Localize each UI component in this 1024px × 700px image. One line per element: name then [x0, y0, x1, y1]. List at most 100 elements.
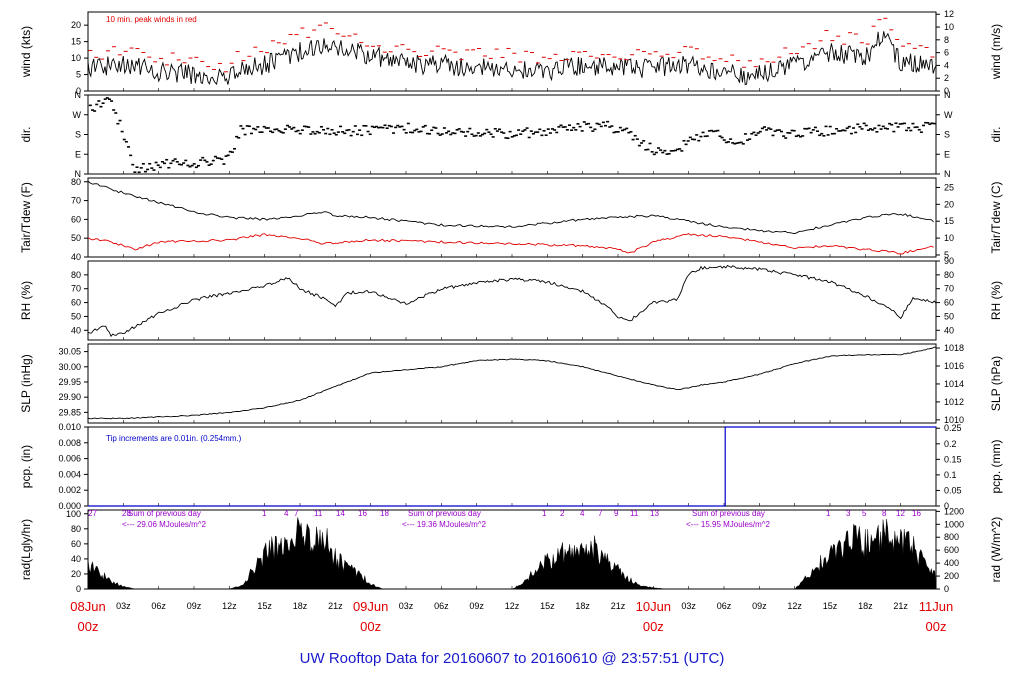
precip-annotation: Tip increments are 0.01in. (0.254mm.) — [106, 434, 242, 443]
wind-direction-point — [406, 122, 410, 125]
time-axis-label: 03z — [116, 601, 131, 611]
wind-direction-point — [676, 148, 680, 151]
wind-direction-point — [445, 132, 449, 134]
wind-direction-point — [769, 128, 773, 131]
wind-direction-point — [862, 122, 866, 125]
wind-direction-point — [377, 126, 381, 129]
wind-direction-point — [784, 137, 788, 139]
y-tick-label-right-rad: 400 — [944, 558, 959, 568]
wind-direction-point — [239, 125, 243, 127]
radiation-hour-digit: 12 — [896, 509, 905, 518]
wind-direction-point — [216, 157, 220, 159]
wind-direction-point — [748, 138, 752, 140]
wind-direction-point — [112, 109, 116, 111]
date-time-label: 00z — [643, 619, 664, 634]
y-tick-label-left-pcp: 0.004 — [58, 469, 81, 479]
y-axis-title-left-slp: SLP (inHg) — [19, 354, 33, 412]
wind-direction-point — [644, 148, 648, 151]
wind-direction-point — [930, 122, 934, 125]
wind-direction-point — [816, 130, 820, 133]
y-axis-title-left-rh: RH (%) — [19, 281, 33, 320]
wind-direction-point — [389, 125, 393, 128]
time-axis-label: 21z — [328, 601, 343, 611]
wind-direction-point — [258, 131, 262, 133]
y-axis-title-right-dir: dir. — [989, 126, 1003, 142]
wind-direction-point — [188, 165, 192, 168]
y-tick-label-right-pcp: 0.15 — [944, 454, 962, 464]
wind-direction-point — [336, 131, 340, 133]
y-axis-title-left-dir: dir. — [19, 126, 33, 142]
radiation-hour-digit: 1 — [826, 509, 831, 518]
wind-direction-point — [852, 127, 856, 129]
wind-direction-point — [567, 124, 571, 126]
wind-direction-point — [587, 122, 591, 125]
wind-direction-point — [319, 125, 323, 128]
wind-direction-point — [538, 128, 542, 131]
wind-direction-point — [595, 122, 599, 125]
wind-direction-point — [695, 134, 699, 136]
wind-direction-point — [618, 126, 622, 129]
wind-direction-point — [756, 132, 760, 134]
time-axis-label: 09z — [752, 601, 767, 611]
wind-direction-point — [93, 110, 97, 112]
wind-direction-point — [237, 137, 241, 139]
radiation-sum-value: <--- 29.06 MJoules/m^2 — [122, 520, 207, 529]
wind-direction-point — [869, 128, 873, 130]
y-tick-label-right-wind: 6 — [944, 48, 949, 58]
radiation-sum-title: Sum of previous day — [408, 509, 481, 518]
wind-direction-point — [235, 135, 239, 138]
wind-direction-point — [576, 123, 580, 125]
wind-direction-point — [837, 130, 841, 132]
y-axis-title-left-temp: Tair/Tdew (F) — [19, 182, 33, 253]
wind-direction-point — [256, 126, 260, 128]
time-axis-label: 15z — [540, 601, 555, 611]
wind-direction-point — [131, 163, 135, 166]
wind-direction-point — [765, 129, 769, 131]
y-axis-title-left-pcp: pcp. (in) — [19, 445, 33, 488]
y-tick-label-left-rh: 70 — [71, 284, 81, 294]
wind-direction-point — [907, 127, 911, 129]
wind-direction-point — [339, 125, 343, 128]
wind-direction-point — [213, 155, 217, 158]
wind-direction-point — [156, 164, 160, 166]
wind-direction-point — [245, 125, 249, 127]
wind-direction-point — [408, 131, 412, 134]
wind-direction-point — [201, 156, 205, 159]
wind-direction-point — [614, 131, 618, 133]
wind-direction-point — [905, 129, 909, 132]
dewpoint-line — [87, 233, 934, 255]
wind-direction-point — [902, 122, 906, 125]
wind-direction-point — [877, 124, 881, 127]
wind-direction-point — [892, 130, 896, 133]
wind-direction-point — [381, 126, 385, 129]
wind-direction-point — [735, 142, 739, 144]
wind-direction-point — [283, 128, 287, 130]
wind-direction-point — [828, 125, 832, 128]
time-axis-label: 06z — [434, 601, 449, 611]
y-tick-label-right-rad: 1200 — [944, 506, 964, 516]
time-axis-label: 09z — [469, 601, 484, 611]
y-axis-title-right-wind: wind (m/s) — [989, 24, 1003, 80]
wind-direction-point — [398, 126, 402, 128]
wind-direction-point — [665, 153, 669, 155]
wind-direction-point — [453, 132, 457, 135]
wind-direction-point — [419, 130, 423, 133]
wind-direction-point — [510, 136, 514, 138]
radiation-hour-digit: 7 — [294, 509, 299, 518]
wind-direction-point — [928, 123, 932, 126]
wind-direction-point — [799, 135, 803, 138]
wind-direction-point — [209, 163, 213, 165]
wind-direction-point — [491, 136, 495, 138]
wind-direction-point — [180, 163, 184, 166]
wind-direction-point — [546, 128, 550, 130]
wind-direction-point — [116, 122, 120, 125]
y-tick-label-right-temp: 15 — [944, 216, 954, 226]
wind-direction-point — [697, 139, 701, 142]
wind-direction-point — [561, 126, 565, 128]
wind-direction-point — [430, 129, 434, 132]
wind-direction-point — [612, 131, 616, 134]
wind-direction-point — [714, 130, 718, 132]
wind-direction-point — [580, 130, 584, 132]
wind-direction-point — [835, 127, 839, 130]
wind-direction-point — [394, 126, 398, 129]
